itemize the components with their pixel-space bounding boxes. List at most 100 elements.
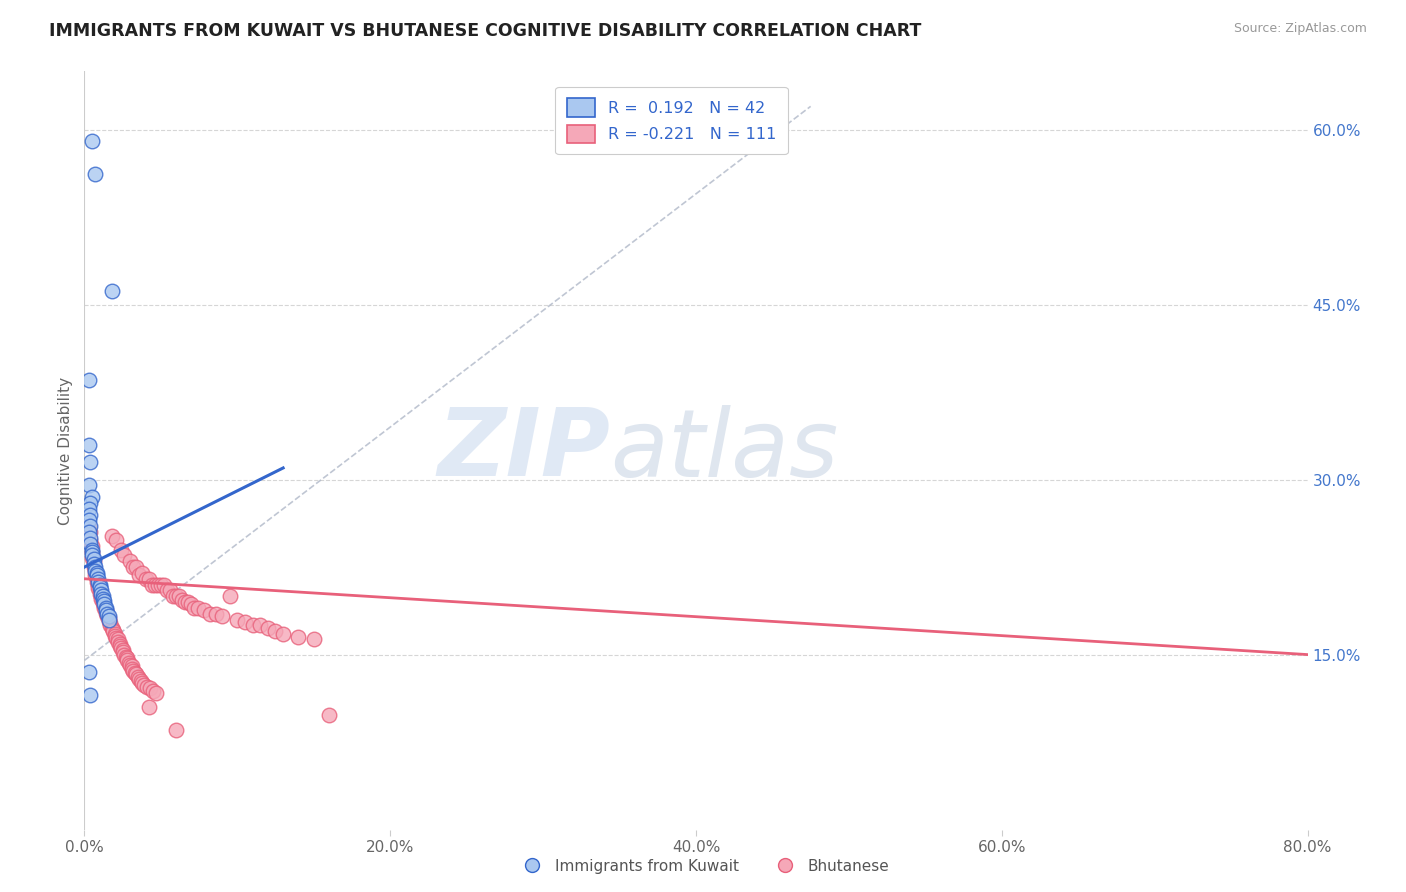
Point [103, 623, 125, 637]
Point [86, 572, 108, 586]
Point [77, 519, 100, 533]
Point [79, 496, 101, 510]
Point [118, 656, 141, 670]
Point [174, 595, 197, 609]
Point [94, 603, 117, 617]
Point [98, 616, 121, 631]
Point [138, 572, 160, 586]
Point [146, 577, 169, 591]
Point [104, 626, 127, 640]
Point [114, 649, 136, 664]
Point [128, 568, 150, 582]
Point [271, 626, 294, 640]
Point [318, 708, 340, 723]
Point [205, 607, 228, 621]
Y-axis label: Cognitive Disability: Cognitive Disability [58, 376, 73, 524]
Point [96, 607, 118, 621]
Legend: Immigrants from Kuwait, Bhutanese: Immigrants from Kuwait, Bhutanese [510, 853, 896, 880]
Point [101, 621, 124, 635]
Point [84, 167, 107, 181]
Point [93, 594, 115, 608]
Point [91, 591, 114, 606]
Point [142, 683, 165, 698]
Point [132, 678, 155, 692]
Point [80, 539, 103, 553]
Point [84, 564, 107, 578]
Point [79, 519, 101, 533]
Point [139, 681, 162, 696]
Point [79, 455, 101, 469]
Point [83, 557, 105, 571]
Point [83, 560, 105, 574]
Point [80, 545, 103, 559]
Point [115, 653, 138, 667]
Point [93, 598, 115, 612]
Point [165, 723, 187, 738]
Point [111, 645, 134, 659]
Point [172, 592, 194, 607]
Point [91, 596, 114, 610]
Point [249, 618, 271, 632]
Point [115, 651, 138, 665]
Point [83, 554, 105, 568]
Point [77, 478, 100, 492]
Point [121, 662, 143, 676]
Point [124, 666, 146, 681]
Point [138, 700, 160, 714]
Point [97, 613, 120, 627]
Point [98, 618, 121, 632]
Point [84, 564, 107, 578]
Point [93, 599, 115, 613]
Point [145, 686, 167, 700]
Point [110, 640, 132, 655]
Point [156, 583, 179, 598]
Point [89, 583, 111, 598]
Point [80, 542, 103, 557]
Point [167, 589, 190, 603]
Point [80, 134, 103, 148]
Point [107, 632, 129, 647]
Point [121, 659, 143, 673]
Point [87, 572, 110, 586]
Point [108, 640, 131, 654]
Point [97, 609, 120, 624]
Point [97, 611, 120, 625]
Point [128, 672, 150, 686]
Point [183, 601, 205, 615]
Point [264, 624, 287, 639]
Point [89, 580, 111, 594]
Point [105, 632, 128, 646]
Text: atlas: atlas [610, 405, 838, 496]
Point [84, 568, 107, 582]
Point [180, 598, 202, 612]
Point [77, 501, 100, 516]
Point [218, 589, 240, 603]
Text: ZIP: ZIP [437, 404, 610, 497]
Point [79, 537, 101, 551]
Point [136, 680, 159, 694]
Point [94, 601, 117, 615]
Point [122, 664, 145, 678]
Point [77, 525, 100, 540]
Point [186, 601, 208, 615]
Point [94, 603, 117, 617]
Point [87, 581, 110, 595]
Point [83, 552, 105, 566]
Point [162, 589, 184, 603]
Point [77, 513, 100, 527]
Point [135, 572, 157, 586]
Text: IMMIGRANTS FROM KUWAIT VS BHUTANESE COGNITIVE DISABILITY CORRELATION CHART: IMMIGRANTS FROM KUWAIT VS BHUTANESE COGN… [49, 22, 921, 40]
Point [96, 607, 118, 621]
Point [287, 630, 309, 644]
Point [198, 607, 221, 621]
Point [90, 587, 112, 601]
Point [131, 566, 153, 580]
Point [125, 560, 148, 574]
Point [97, 614, 120, 628]
Point [111, 643, 134, 657]
Legend: R =  0.192   N = 42, R = -0.221   N = 111: R = 0.192 N = 42, R = -0.221 N = 111 [555, 87, 787, 154]
Point [233, 615, 256, 629]
Point [107, 634, 129, 648]
Point [122, 560, 145, 574]
Point [165, 589, 187, 603]
